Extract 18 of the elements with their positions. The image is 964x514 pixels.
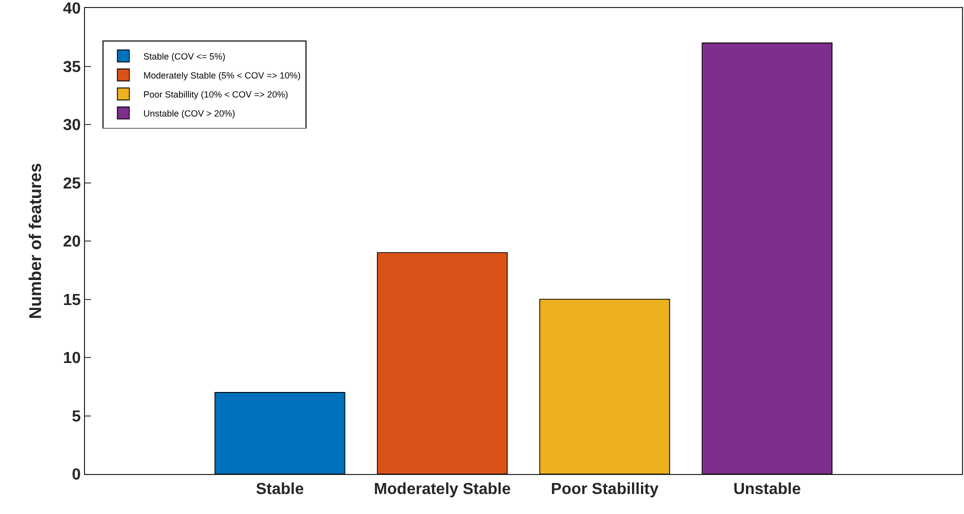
y-tick-label: 0 (72, 466, 81, 484)
x-tick-label: Poor Stabillity (550, 481, 659, 498)
y-tick-label: 25 (63, 175, 81, 192)
legend-label: Poor Stabillity (10% < COV => 20%) (143, 89, 288, 100)
y-tick-label: 40 (63, 0, 81, 18)
legend-label: Moderately Stable (5% < COV => 10%) (143, 70, 301, 80)
y-tick-label: 10 (63, 350, 81, 368)
y-tick-label: 30 (63, 117, 81, 134)
x-tick-label: Moderately Stable (374, 481, 511, 498)
x-tick-label: Stable (256, 481, 304, 498)
x-tick-label: Unstable (733, 481, 801, 498)
legend-label: Stable (COV <= 5%) (143, 51, 226, 62)
y-tick-label: 20 (63, 234, 81, 251)
y-tick-label: 5 (72, 408, 81, 426)
y-tick-label: 35 (63, 58, 81, 76)
y-tick-label: 15 (63, 292, 81, 309)
y-axis-title: Number of features (26, 163, 45, 319)
legend-label: Unstable (COV > 20%) (143, 108, 236, 118)
